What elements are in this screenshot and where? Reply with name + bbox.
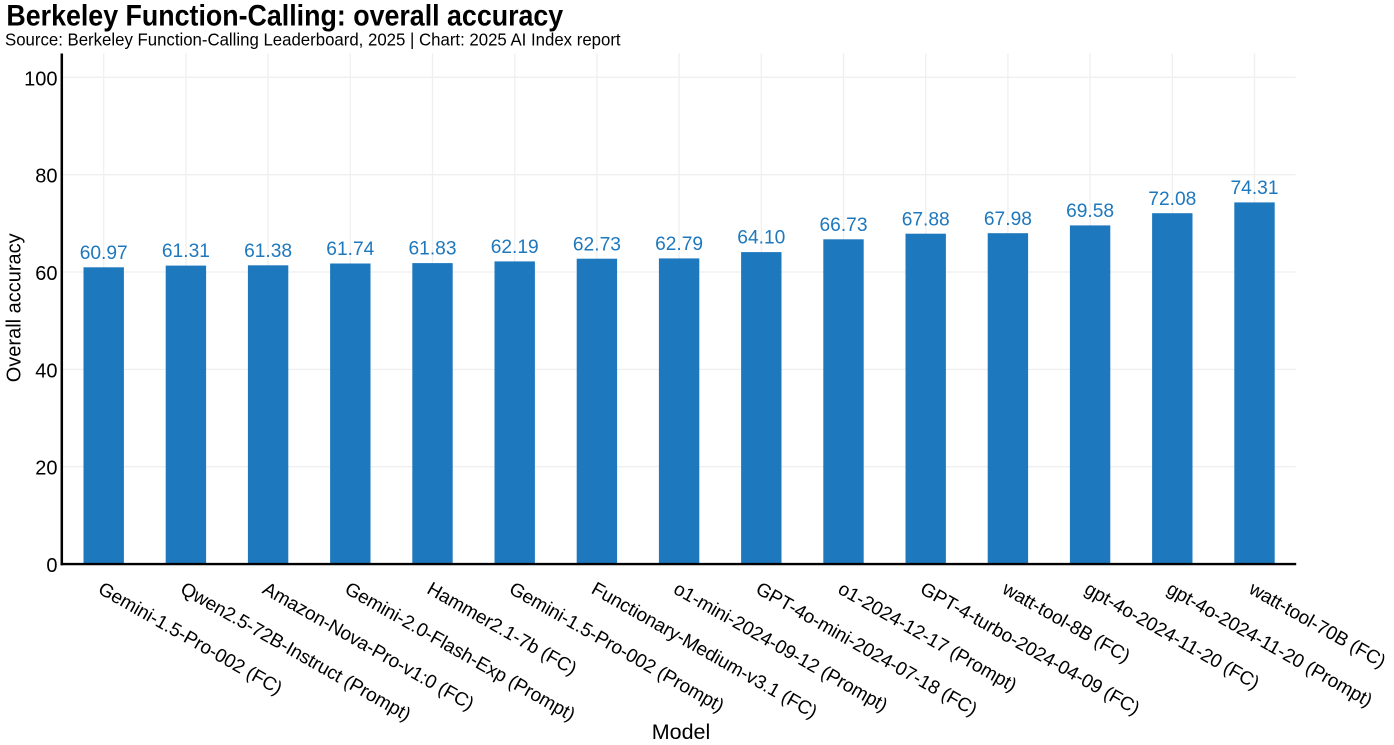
svg-text:62.19: 62.19 [491,237,539,258]
svg-text:0: 0 [46,555,57,577]
svg-text:72.08: 72.08 [1148,189,1196,210]
svg-text:80: 80 [35,166,57,188]
svg-text:Model: Model [652,720,711,740]
svg-text:67.98: 67.98 [984,209,1032,230]
svg-text:62.73: 62.73 [573,234,621,255]
svg-text:66.73: 66.73 [819,215,867,236]
svg-text:61.38: 61.38 [244,241,292,262]
svg-text:64.10: 64.10 [737,228,785,249]
svg-text:62.79: 62.79 [655,234,703,255]
svg-text:Berkeley Function-Calling: ove: Berkeley Function-Calling: overall accur… [6,0,563,32]
svg-text:61.83: 61.83 [408,239,456,260]
svg-text:67.88: 67.88 [902,209,950,230]
svg-text:20: 20 [35,458,57,480]
svg-text:60.97: 60.97 [80,243,128,264]
svg-text:61.74: 61.74 [326,239,374,260]
svg-text:100: 100 [24,68,57,90]
svg-text:74.31: 74.31 [1230,178,1278,199]
svg-text:Source: Berkeley Function-Call: Source: Berkeley Function-Calling Leader… [5,29,621,49]
svg-text:60: 60 [35,263,57,285]
svg-text:69.58: 69.58 [1066,201,1114,222]
svg-text:Overall accuracy: Overall accuracy [4,233,26,382]
svg-text:40: 40 [35,360,57,382]
svg-text:61.31: 61.31 [162,241,210,262]
